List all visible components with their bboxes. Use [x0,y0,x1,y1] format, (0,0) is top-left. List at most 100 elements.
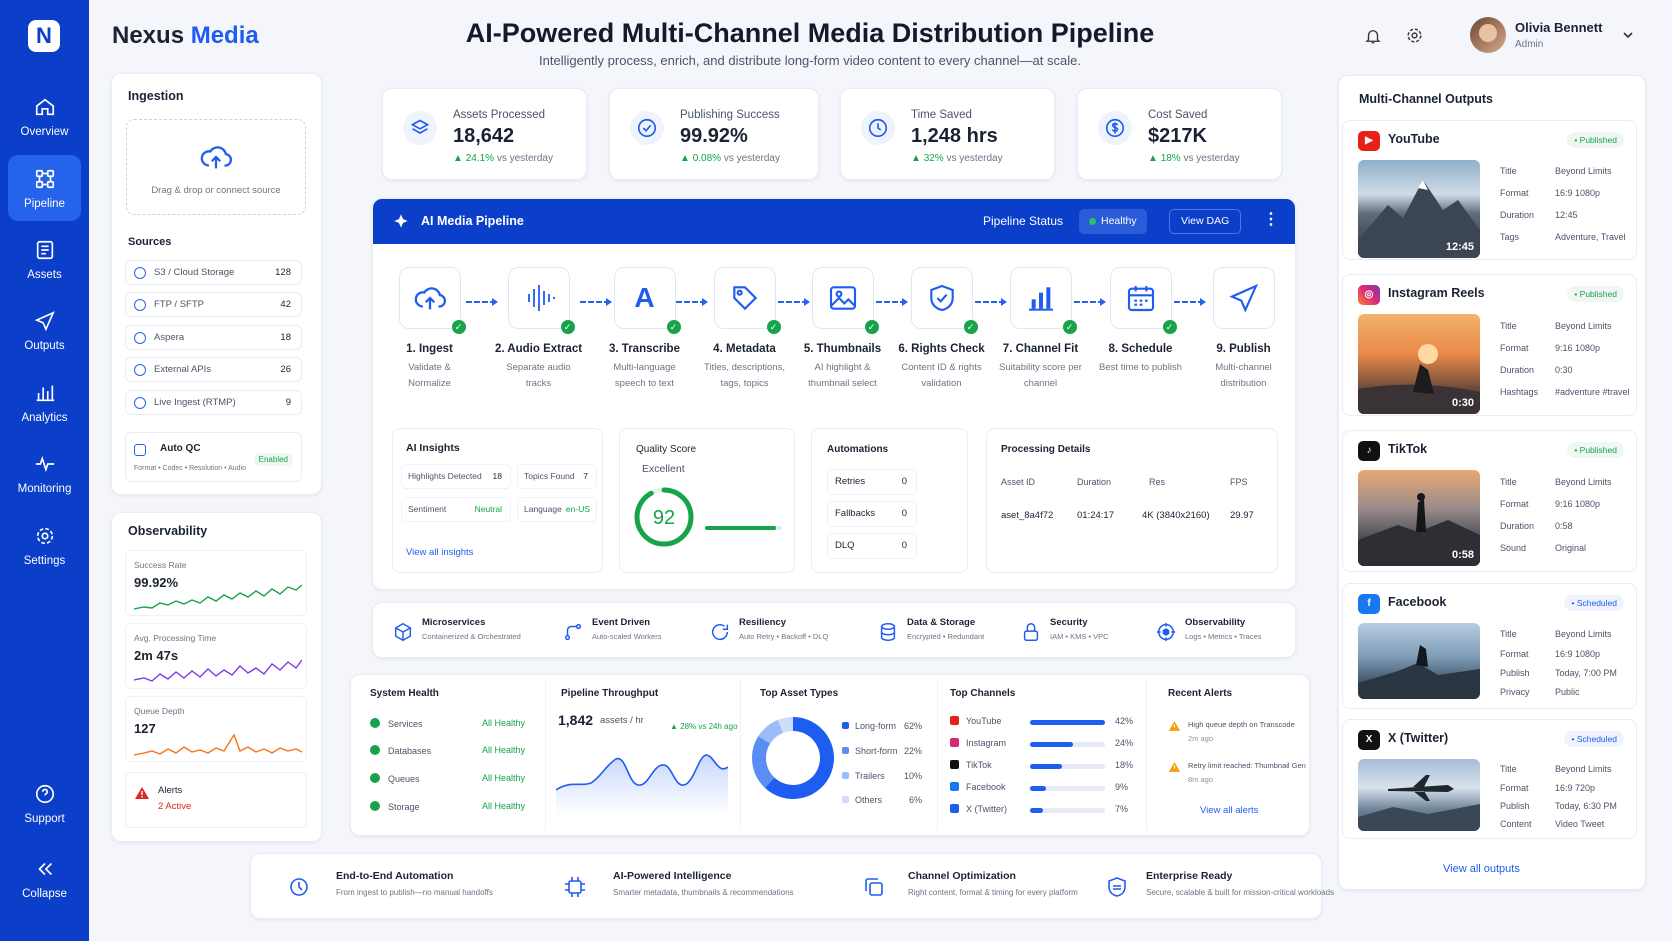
metric-label: Queue Depth [134,706,185,716]
meta-key: Tags [1500,232,1520,242]
clock-icon [861,111,895,145]
output-card-tiktok[interactable]: ♪ TikTok • Published 0:58 Title Beyond Li… [1342,430,1637,572]
processing-details-card: Processing Details Asset ID Duration Res… [986,428,1278,573]
channel-bar [1030,720,1105,725]
check-dot-icon [370,718,380,728]
source-item[interactable]: Aspera 18 [125,325,302,350]
source-item[interactable]: Live Ingest (RTMP) 9 [125,390,302,415]
processing-time-card: Avg. Processing Time 2m 47s [125,623,307,689]
step-desc: Multi-language speech to text [613,362,676,389]
retries-row: Retries 0 [827,469,917,495]
flow-arrow [975,298,1007,306]
pipeline-step-rights[interactable]: ✓ 6. Rights Check Content ID & rights vali… [894,267,989,392]
legend-item: Short-form 22% [842,746,922,756]
video-thumbnail [1358,623,1480,699]
view-insights-link[interactable]: View all insights [406,547,474,558]
pipeline-step-channel-fit[interactable]: ✓ 7. Channel Fit Suitability score per cha… [993,267,1088,392]
view-dag-button[interactable]: View DAG [1169,209,1242,234]
nav-item-settings[interactable]: Settings [8,512,81,578]
source-item[interactable]: External APIs 26 [125,357,302,382]
health-row: Services All Healthy [370,718,525,729]
channel-bar-track [1030,808,1105,813]
waveform-icon [527,285,555,311]
meta-value: Beyond Limits [1555,321,1612,331]
channel-bar-track [1030,786,1105,791]
source-item[interactable]: FTP / SFTP 42 [125,292,302,317]
resolution-cell: 4K (3840x2160) [1142,510,1210,521]
card-title: Quality Score [636,444,697,455]
bell-icon[interactable] [1364,26,1382,46]
nav-item-support[interactable]: Support [8,770,81,836]
step-title: 7. Channel Fit [1002,343,1079,355]
health-status: All Healthy [481,718,525,728]
meta-key: Title [1500,477,1517,487]
pipeline-step-metadata[interactable]: ✓ 4. Metadata Titles, descriptions, tags, … [697,267,792,392]
chevron-down-icon[interactable] [1622,30,1634,40]
kpi-value: 18,642 [453,125,515,147]
card-title: AI Insights [406,442,460,454]
output-card-x[interactable]: X X (Twitter) • Scheduled Title Beyond Li… [1342,719,1637,839]
output-card-instagram[interactable]: ◎ Instagram Reels • Published 0:30 Title… [1342,274,1637,416]
alerts-card[interactable]: Alerts 2 Active [125,772,307,828]
divider [1146,680,1147,830]
channel-pct: 42% [1115,716,1134,726]
channel-label: YouTube [966,716,1002,726]
health-status: All Healthy [481,801,525,811]
health-label: Databases [388,746,432,756]
pipeline-step-schedule[interactable]: ✓ 8. Schedule Best time to publish [1093,267,1188,376]
channel-row: TikTok 18% [950,760,1134,770]
channel-label: X (Twitter) [966,804,1008,814]
alert-text[interactable]: Retry limit reached: Thumbnail Gen [1188,761,1306,770]
source-item[interactable]: S3 / Cloud Storage 128 [125,260,302,285]
collapse-button[interactable]: Collapse [8,845,81,911]
check-dot-icon [370,745,380,755]
channel-pct: 18% [1115,760,1134,770]
status-badge: • Published [1567,286,1624,302]
alert-text[interactable]: High queue depth on Transcode [1188,720,1295,729]
pipeline-step-audio[interactable]: ✓ 2. Audio Extract Separate audio tracks [491,267,586,392]
page-subtitle: Intelligently process, enrich, and distr… [539,53,1081,68]
quality-bar-fill [705,526,776,530]
nav-item-pipeline[interactable]: Pipeline [8,155,81,221]
pipeline-step-publish[interactable]: 9. Publish Multi-channel distribution [1196,267,1291,392]
more-icon[interactable]: ⋮ [1263,211,1279,228]
value-prop-desc: Right content, format & timing for every… [908,888,1078,897]
drop-zone[interactable]: Drag & drop or connect source [126,119,306,215]
view-all-outputs-link[interactable]: View all outputs [1443,863,1520,875]
nav-item-outputs[interactable]: Outputs [8,297,81,363]
meta-key: Title [1500,321,1517,331]
legend-label: Long-form [855,721,897,731]
output-card-youtube[interactable]: ▶ YouTube • Published 12:45 Title Beyond … [1342,120,1637,260]
auto-qc-card[interactable]: Auto QC Format • Codec • Resolution • Au… [125,432,302,482]
pipeline-step-transcribe[interactable]: A ✓ 3. Transcribe Multi-language speech to … [597,267,692,392]
tag-icon [732,286,757,311]
kpi-card-publishing: Publishing Success 99.92% ▲ 0.08% vs yes… [609,88,819,180]
meta-value: 16:9 1080p [1555,188,1601,198]
donut-slice [777,717,794,734]
gear-icon[interactable] [1405,26,1424,45]
legend-value: 22% [903,746,922,756]
source-name: Live Ingest (RTMP) [154,397,236,408]
pipeline-step-ingest[interactable]: ✓ 1. Ingest Validate & Normalize [382,267,477,392]
nav-item-analytics[interactable]: Analytics [8,369,81,435]
nav-item-assets[interactable]: Assets [8,226,81,292]
nav-item-overview[interactable]: Overview [8,83,81,149]
flow-arrow [876,298,908,306]
view-alerts-link[interactable]: View all alerts [1200,805,1259,816]
col-header: FPS [1230,477,1248,487]
feature-desc: Encrypted • Redundant [907,632,985,641]
storage-icon [134,267,146,279]
copy-icon [865,878,883,896]
avatar[interactable] [1470,17,1506,53]
card-title: Automations [827,444,889,455]
metric-value: 127 [134,721,156,736]
pipeline-step-thumbnails[interactable]: ✓ 5. Thumbnails AI highlight & thumbnail s… [795,267,890,392]
kpi-card-time: Time Saved 1,248 hrs ▲ 32% vs yesterday [840,88,1055,180]
nav-item-monitoring[interactable]: Monitoring [8,440,81,506]
value-prop-title: End-to-End Automation [336,870,454,882]
youtube-icon: ▶ [1358,131,1380,151]
flow-icon [564,623,582,641]
channel-name: Instagram Reels [1388,286,1485,300]
meta-value: Video Tweet [1555,819,1605,829]
output-card-facebook[interactable]: f Facebook • Scheduled Title Beyond Limit… [1342,583,1637,709]
